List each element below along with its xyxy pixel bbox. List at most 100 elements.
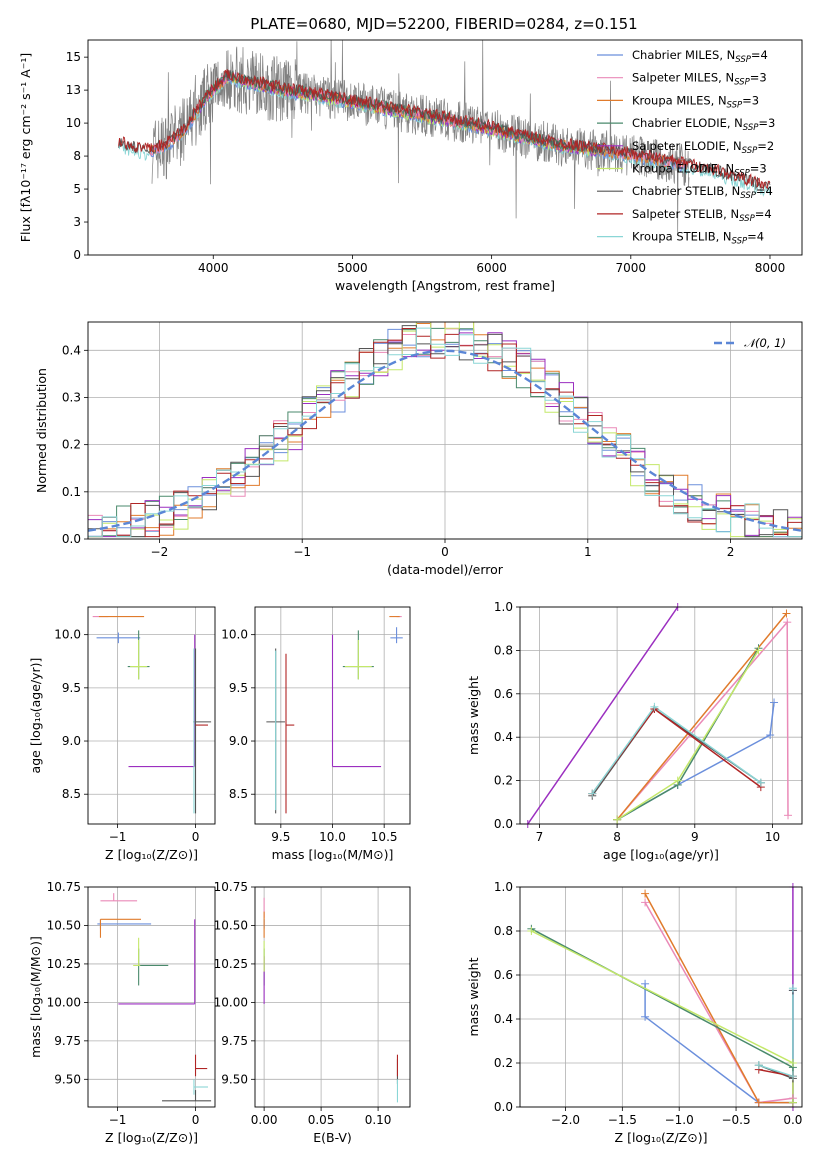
- normal-curve: [88, 349, 802, 532]
- chart-panel-3: −1 0 8.5 9.0 9.5 10.0 Z [log₁₀(Z/Z⊙)] age [log₁…: [28, 606, 216, 862]
- mass-weight-line: [616, 620, 789, 821]
- errorbar-kroupa-elodie: [133, 937, 141, 967]
- x-axis-label: wavelength [Angstrom, rest frame]: [335, 278, 555, 293]
- y-tick-label: 0.8: [494, 924, 513, 938]
- x-tick-label: −1.5: [608, 1113, 637, 1127]
- y-tick-label: 0.0: [62, 532, 81, 546]
- x-tick-label: 6000: [476, 261, 507, 275]
- x-tick-label: 1: [584, 545, 592, 559]
- mass-weight-line: [527, 607, 679, 824]
- y-axis-label: Flux [fλ10⁻¹⁷ erg cm⁻² s⁻¹ A⁻¹]: [18, 53, 33, 242]
- y-axis-label: age [log₁₀(age/yr)]: [28, 658, 43, 774]
- plot-area: [88, 322, 802, 538]
- y-axis-label: Normed distribution: [34, 368, 49, 493]
- chart-panel-8: −2.0 −1.5 −1.0 −0.5 0.0 0.0 0.2 0.4 0.6 0.8 1.0 Z […: [466, 880, 802, 1145]
- errorbar-salpeter-stelib: [285, 653, 295, 814]
- mass-weight-line: [531, 928, 794, 1103]
- y-tick-label: 10.25: [47, 957, 81, 971]
- y-axis-label: mass weight: [466, 957, 481, 1036]
- x-tick-label: 0: [192, 830, 200, 844]
- plot-area: [97, 893, 212, 1102]
- errorbar-chabrier-elodie: [138, 948, 169, 986]
- x-tick-label: −2: [151, 545, 169, 559]
- y-axis-label: mass [log₁₀(M/M⊙)]: [28, 936, 43, 1058]
- y-tick-label: 15: [66, 50, 81, 64]
- y-tick-label: 0.2: [494, 1056, 513, 1070]
- plot-frame: [87, 321, 803, 540]
- chart-panel-5: 7 8 9 10 0.0 0.2 0.4 0.6 0.8 1.0 age [log₁₀(age/yr…: [466, 600, 803, 862]
- x-tick-label: −1: [109, 830, 127, 844]
- errorbar-chabrier-miles: [96, 632, 141, 644]
- y-tick-label: 10.0: [221, 628, 248, 642]
- y-tick-label: 9.75: [54, 1034, 81, 1048]
- x-tick-label: 9.5: [271, 830, 290, 844]
- y-tick-label: 0.1: [62, 485, 81, 499]
- y-tick-label: 0.3: [62, 390, 81, 404]
- errorbar-salpeter-elodie: [118, 919, 196, 1005]
- x-tick-label: 7: [536, 830, 544, 844]
- y-tick-label: 10.25: [214, 957, 248, 971]
- y-tick-label: 0.4: [494, 730, 513, 744]
- x-tick-label: 8000: [755, 261, 786, 275]
- y-tick-label: 10.50: [214, 918, 248, 932]
- legend-entry: Chabrier ELODIE, NSSP=3: [632, 116, 775, 133]
- errorbar-kroupa-stelib: [193, 1079, 208, 1095]
- y-tick-label: 8.5: [62, 787, 81, 801]
- plot-frame: [87, 886, 216, 1108]
- plot-area: [118, 40, 771, 234]
- errorbar-salpeter-miles: [100, 893, 138, 902]
- x-tick-label: 5000: [337, 261, 368, 275]
- legend-entry: Chabrier MILES, NSSP=4: [632, 48, 768, 65]
- x-tick-label: 10.0: [319, 830, 346, 844]
- plot-area: [92, 616, 212, 814]
- x-axis-label: Z [log₁₀(Z/Z⊙)]: [105, 1130, 198, 1145]
- y-tick-label: 3: [73, 215, 81, 229]
- x-tick-label: −0.5: [721, 1113, 750, 1127]
- y-tick-label: 0.2: [494, 774, 513, 788]
- x-tick-label: −1.0: [665, 1113, 694, 1127]
- y-tick-label: 10.0: [54, 628, 81, 642]
- y-tick-label: 10.00: [214, 995, 248, 1009]
- errorbar-salpeter-elodie: [331, 634, 382, 768]
- plot-frame: [519, 606, 803, 825]
- y-tick-label: 0.2: [62, 438, 81, 452]
- chart-panel-1: 4000 5000 6000 7000 8000 0 3 5 8 10 13 15 wavelength…: [18, 39, 803, 293]
- x-tick-label: 0: [192, 1113, 200, 1127]
- errorbar-salpeter-stelib: [194, 1054, 208, 1077]
- y-tick-label: 9.50: [221, 1072, 248, 1086]
- legend-entry: Salpeter STELIB, NSSP=4: [632, 207, 772, 224]
- y-tick-label: 5: [73, 182, 81, 196]
- x-tick-label: 9: [691, 830, 699, 844]
- y-tick-label: 10.75: [214, 880, 248, 894]
- x-tick-label: 0.10: [365, 1113, 392, 1127]
- legend-entry: Salpeter MILES, NSSP=3: [632, 71, 767, 88]
- x-tick-label: 10.5: [371, 830, 398, 844]
- chart-panel-7: 0.00 0.05 0.10 9.50 9.75 10.00 10.25 10.50 10.75…: [214, 880, 411, 1145]
- legend-entry: Chabrier STELIB, NSSP=4: [632, 184, 773, 201]
- model-spectrum-line: [118, 69, 771, 190]
- x-tick-label: −2.0: [551, 1113, 580, 1127]
- y-tick-label: 8.5: [229, 787, 248, 801]
- plot-frame: [519, 886, 803, 1108]
- x-axis-label: Z [log₁₀(Z/Z⊙)]: [105, 847, 198, 862]
- y-tick-label: 8: [73, 149, 81, 163]
- plot-area: [266, 616, 403, 814]
- y-tick-label: 1.0: [494, 880, 513, 894]
- plot-frame: [254, 606, 411, 825]
- mass-weight-line: [531, 930, 794, 1103]
- y-axis-label: mass weight: [466, 676, 481, 755]
- y-tick-label: 10.00: [47, 995, 81, 1009]
- errorbar-kroupa-elodie: [130, 639, 148, 680]
- errorbar-chabrier-stelib: [193, 648, 212, 814]
- y-tick-label: 0.0: [494, 1100, 513, 1114]
- x-tick-label: 7000: [616, 261, 647, 275]
- errorbar-chabrier-miles: [390, 627, 403, 644]
- x-axis-label: (data-model)/error: [387, 562, 504, 577]
- x-tick-label: 4000: [198, 261, 229, 275]
- chart-panel-6: −1 0 9.50 9.75 10.00 10.25 10.50 10.75 Z [log₁₀(…: [28, 880, 216, 1145]
- x-axis-label: mass [log₁₀(M/M⊙)]: [272, 847, 394, 862]
- y-tick-label: 0.4: [62, 343, 81, 357]
- y-tick-label: 9.5: [62, 681, 81, 695]
- x-tick-label: 0: [441, 545, 449, 559]
- plot-frame: [254, 886, 411, 1108]
